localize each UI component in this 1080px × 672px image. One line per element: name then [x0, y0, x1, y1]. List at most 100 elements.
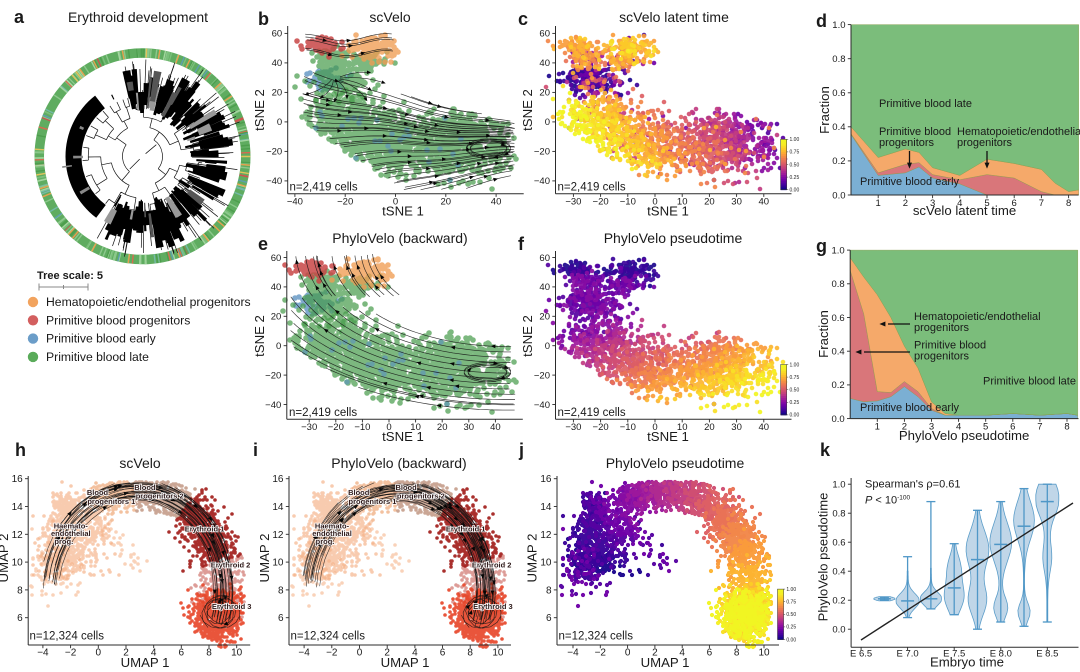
svg-text:0.8: 0.8	[832, 54, 845, 65]
svg-text:10: 10	[410, 422, 421, 433]
svg-text:Erythroid 2: Erythroid 2	[472, 560, 512, 569]
svg-text:0.0: 0.0	[832, 190, 845, 201]
svg-text:c: c	[518, 9, 528, 29]
svg-text:Haemato-: Haemato-	[54, 522, 89, 531]
svg-text:7: 7	[1037, 422, 1042, 433]
svg-text:n=2,419 cells: n=2,419 cells	[289, 407, 357, 419]
svg-text:−40: −40	[287, 197, 303, 208]
svg-text:−2: −2	[65, 648, 77, 659]
svg-text:−4: −4	[298, 648, 310, 659]
svg-text:−10: −10	[620, 422, 636, 433]
svg-text:−30: −30	[565, 197, 581, 208]
svg-text:1.0: 1.0	[832, 20, 845, 31]
svg-text:Spearman's ρ=0.61: Spearman's ρ=0.61	[865, 479, 961, 491]
svg-text:n=12,324 cells: n=12,324 cells	[30, 631, 105, 643]
svg-text:0.6: 0.6	[832, 88, 845, 99]
svg-text:Primitive blood late: Primitive blood late	[879, 98, 972, 110]
svg-text:−10: −10	[620, 197, 636, 208]
svg-text:−20: −20	[593, 422, 609, 433]
svg-text:h: h	[15, 440, 26, 460]
svg-text:Primitive blood late: Primitive blood late	[46, 350, 149, 364]
svg-text:tSNE 2: tSNE 2	[520, 315, 535, 357]
svg-text:0.4: 0.4	[832, 567, 845, 578]
svg-text:PhyloVelo pseudotime: PhyloVelo pseudotime	[816, 493, 831, 622]
svg-text:Erythroid 1: Erythroid 1	[185, 525, 225, 534]
svg-text:0.4: 0.4	[831, 347, 844, 358]
svg-text:8: 8	[734, 648, 740, 659]
svg-text:8: 8	[278, 585, 284, 596]
svg-text:E 7.0: E 7.0	[897, 649, 919, 660]
svg-text:progenitors 1: progenitors 1	[87, 497, 135, 506]
svg-text:1.00: 1.00	[786, 587, 796, 593]
svg-text:20: 20	[272, 88, 283, 99]
svg-text:−2: −2	[595, 648, 607, 659]
svg-text:j: j	[518, 440, 524, 460]
svg-text:Fraction: Fraction	[816, 310, 831, 358]
svg-text:Primitive blood early: Primitive blood early	[46, 332, 157, 346]
svg-text:progenitors: progenitors	[879, 137, 935, 149]
svg-text:Hematopoietic/endothelial: Hematopoietic/endothelial	[914, 311, 1041, 323]
svg-text:0: 0	[277, 117, 282, 128]
svg-text:−40: −40	[534, 176, 550, 187]
svg-text:UMAP 2: UMAP 2	[525, 534, 540, 583]
svg-text:8: 8	[546, 585, 552, 596]
svg-text:progenitors 1: progenitors 1	[349, 497, 397, 506]
svg-text:6: 6	[1010, 422, 1015, 433]
svg-text:Primitive blood late: Primitive blood late	[983, 376, 1076, 388]
svg-text:UMAP 1: UMAP 1	[121, 655, 170, 670]
svg-text:Hematopoietic/endothelial: Hematopoietic/endothelial	[957, 126, 1080, 138]
svg-text:0.75: 0.75	[786, 600, 796, 606]
svg-text:16: 16	[272, 474, 284, 485]
svg-text:Primitive blood progenitors: Primitive blood progenitors	[46, 313, 190, 327]
svg-text:10: 10	[492, 648, 504, 659]
svg-text:Blood: Blood	[134, 483, 156, 492]
svg-text:−20: −20	[534, 147, 550, 158]
svg-text:0: 0	[652, 422, 657, 433]
svg-text:60: 60	[271, 253, 282, 264]
svg-text:10: 10	[272, 558, 284, 569]
svg-text:0: 0	[625, 648, 631, 659]
svg-text:0.25: 0.25	[790, 175, 800, 181]
svg-text:scVelo latent time: scVelo latent time	[913, 203, 1016, 218]
svg-text:20: 20	[539, 312, 550, 323]
svg-text:f: f	[518, 234, 525, 254]
svg-text:0.75: 0.75	[790, 375, 800, 381]
svg-text:prog.: prog.	[54, 537, 73, 546]
svg-text:10: 10	[758, 648, 770, 659]
svg-text:−2: −2	[326, 648, 338, 659]
svg-text:a: a	[14, 7, 25, 27]
svg-text:Haemato-: Haemato-	[315, 522, 350, 531]
svg-text:0.75: 0.75	[790, 150, 800, 156]
svg-text:−40: −40	[534, 400, 550, 411]
svg-text:tSNE 1: tSNE 1	[647, 429, 689, 444]
svg-text:40: 40	[272, 58, 283, 69]
svg-text:−20: −20	[266, 147, 282, 158]
svg-text:20: 20	[539, 88, 550, 99]
svg-text:Blood: Blood	[348, 488, 370, 497]
svg-text:10: 10	[677, 422, 688, 433]
svg-text:0.50: 0.50	[790, 388, 800, 394]
svg-text:tSNE 2: tSNE 2	[252, 89, 267, 131]
svg-text:n=2,419 cells: n=2,419 cells	[290, 182, 358, 194]
svg-text:40: 40	[271, 282, 282, 293]
svg-text:0.4: 0.4	[832, 122, 845, 133]
svg-text:Fraction: Fraction	[817, 86, 832, 134]
svg-text:10: 10	[677, 197, 688, 208]
svg-text:n=12,324 cells: n=12,324 cells	[291, 631, 366, 643]
svg-text:−30: −30	[565, 422, 581, 433]
svg-text:prog.: prog.	[316, 537, 335, 546]
svg-text:10: 10	[540, 558, 552, 569]
svg-text:d: d	[816, 11, 827, 31]
svg-text:8: 8	[17, 585, 23, 596]
svg-text:16: 16	[12, 474, 24, 485]
svg-text:endothelial: endothelial	[51, 529, 91, 538]
svg-text:0: 0	[652, 197, 657, 208]
svg-text:Primitive blood early: Primitive blood early	[860, 402, 960, 414]
svg-text:8: 8	[1066, 198, 1071, 209]
svg-text:6: 6	[440, 648, 446, 659]
svg-text:60: 60	[272, 29, 283, 40]
svg-text:30: 30	[731, 197, 742, 208]
svg-text:3: 3	[930, 198, 935, 209]
svg-text:10: 10	[12, 558, 24, 569]
svg-text:0: 0	[276, 341, 281, 352]
